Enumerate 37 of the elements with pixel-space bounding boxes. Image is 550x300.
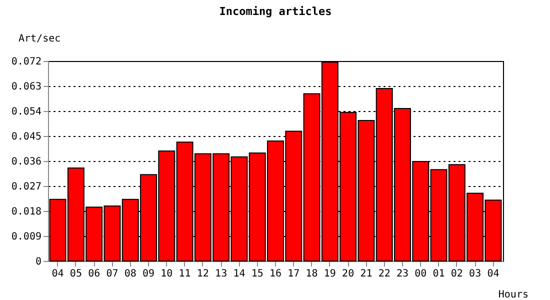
x-tick-label: 05 <box>70 268 82 280</box>
x-tick-label: 00 <box>414 268 427 280</box>
x-tick-label: 12 <box>196 268 209 280</box>
y-tick-label: 0.027 <box>11 182 42 192</box>
x-tick-label: 11 <box>178 268 191 280</box>
y-axis-title: Art/sec <box>18 34 61 44</box>
x-tick-label: 03 <box>469 268 482 280</box>
x-tick-label: 23 <box>396 268 409 280</box>
x-tick-label: 22 <box>378 268 390 280</box>
x-tick-label: 08 <box>124 268 136 280</box>
x-tick-label: 20 <box>342 268 354 280</box>
x-tick-label: 01 <box>432 268 445 280</box>
x-tick-label: 14 <box>233 268 246 280</box>
y-tick-label: 0.036 <box>11 156 42 168</box>
x-tick-label: 15 <box>251 268 264 280</box>
y-tick-label: 0.072 <box>11 56 42 68</box>
chart-title: Incoming articles <box>219 5 332 18</box>
x-tick-label: 16 <box>269 268 282 280</box>
x-tick-label: 09 <box>142 268 155 280</box>
x-tick-label: 13 <box>215 268 228 280</box>
x-tick-label: 07 <box>106 268 118 280</box>
x-tick-label: 04 <box>487 268 500 280</box>
y-tick-label: 0.045 <box>11 132 42 142</box>
y-tick-label: 0.063 <box>11 82 42 92</box>
x-tick-label: 18 <box>306 268 318 280</box>
x-tick-label: 02 <box>450 268 463 280</box>
x-tick-label: 19 <box>324 268 336 280</box>
x-tick-label: 04 <box>52 268 64 280</box>
y-tick-label: 0.018 <box>11 206 42 218</box>
x-tick-label: 10 <box>160 268 173 280</box>
x-tick-label: 21 <box>360 268 372 280</box>
y-tick-label: 0.009 <box>11 232 42 242</box>
x-tick-label: 17 <box>288 268 300 280</box>
y-tick-label: 0 <box>35 256 42 268</box>
y-tick-label: 0.054 <box>11 106 42 118</box>
x-tick-label: 06 <box>88 268 100 280</box>
x-axis-title: Hours <box>498 290 528 300</box>
